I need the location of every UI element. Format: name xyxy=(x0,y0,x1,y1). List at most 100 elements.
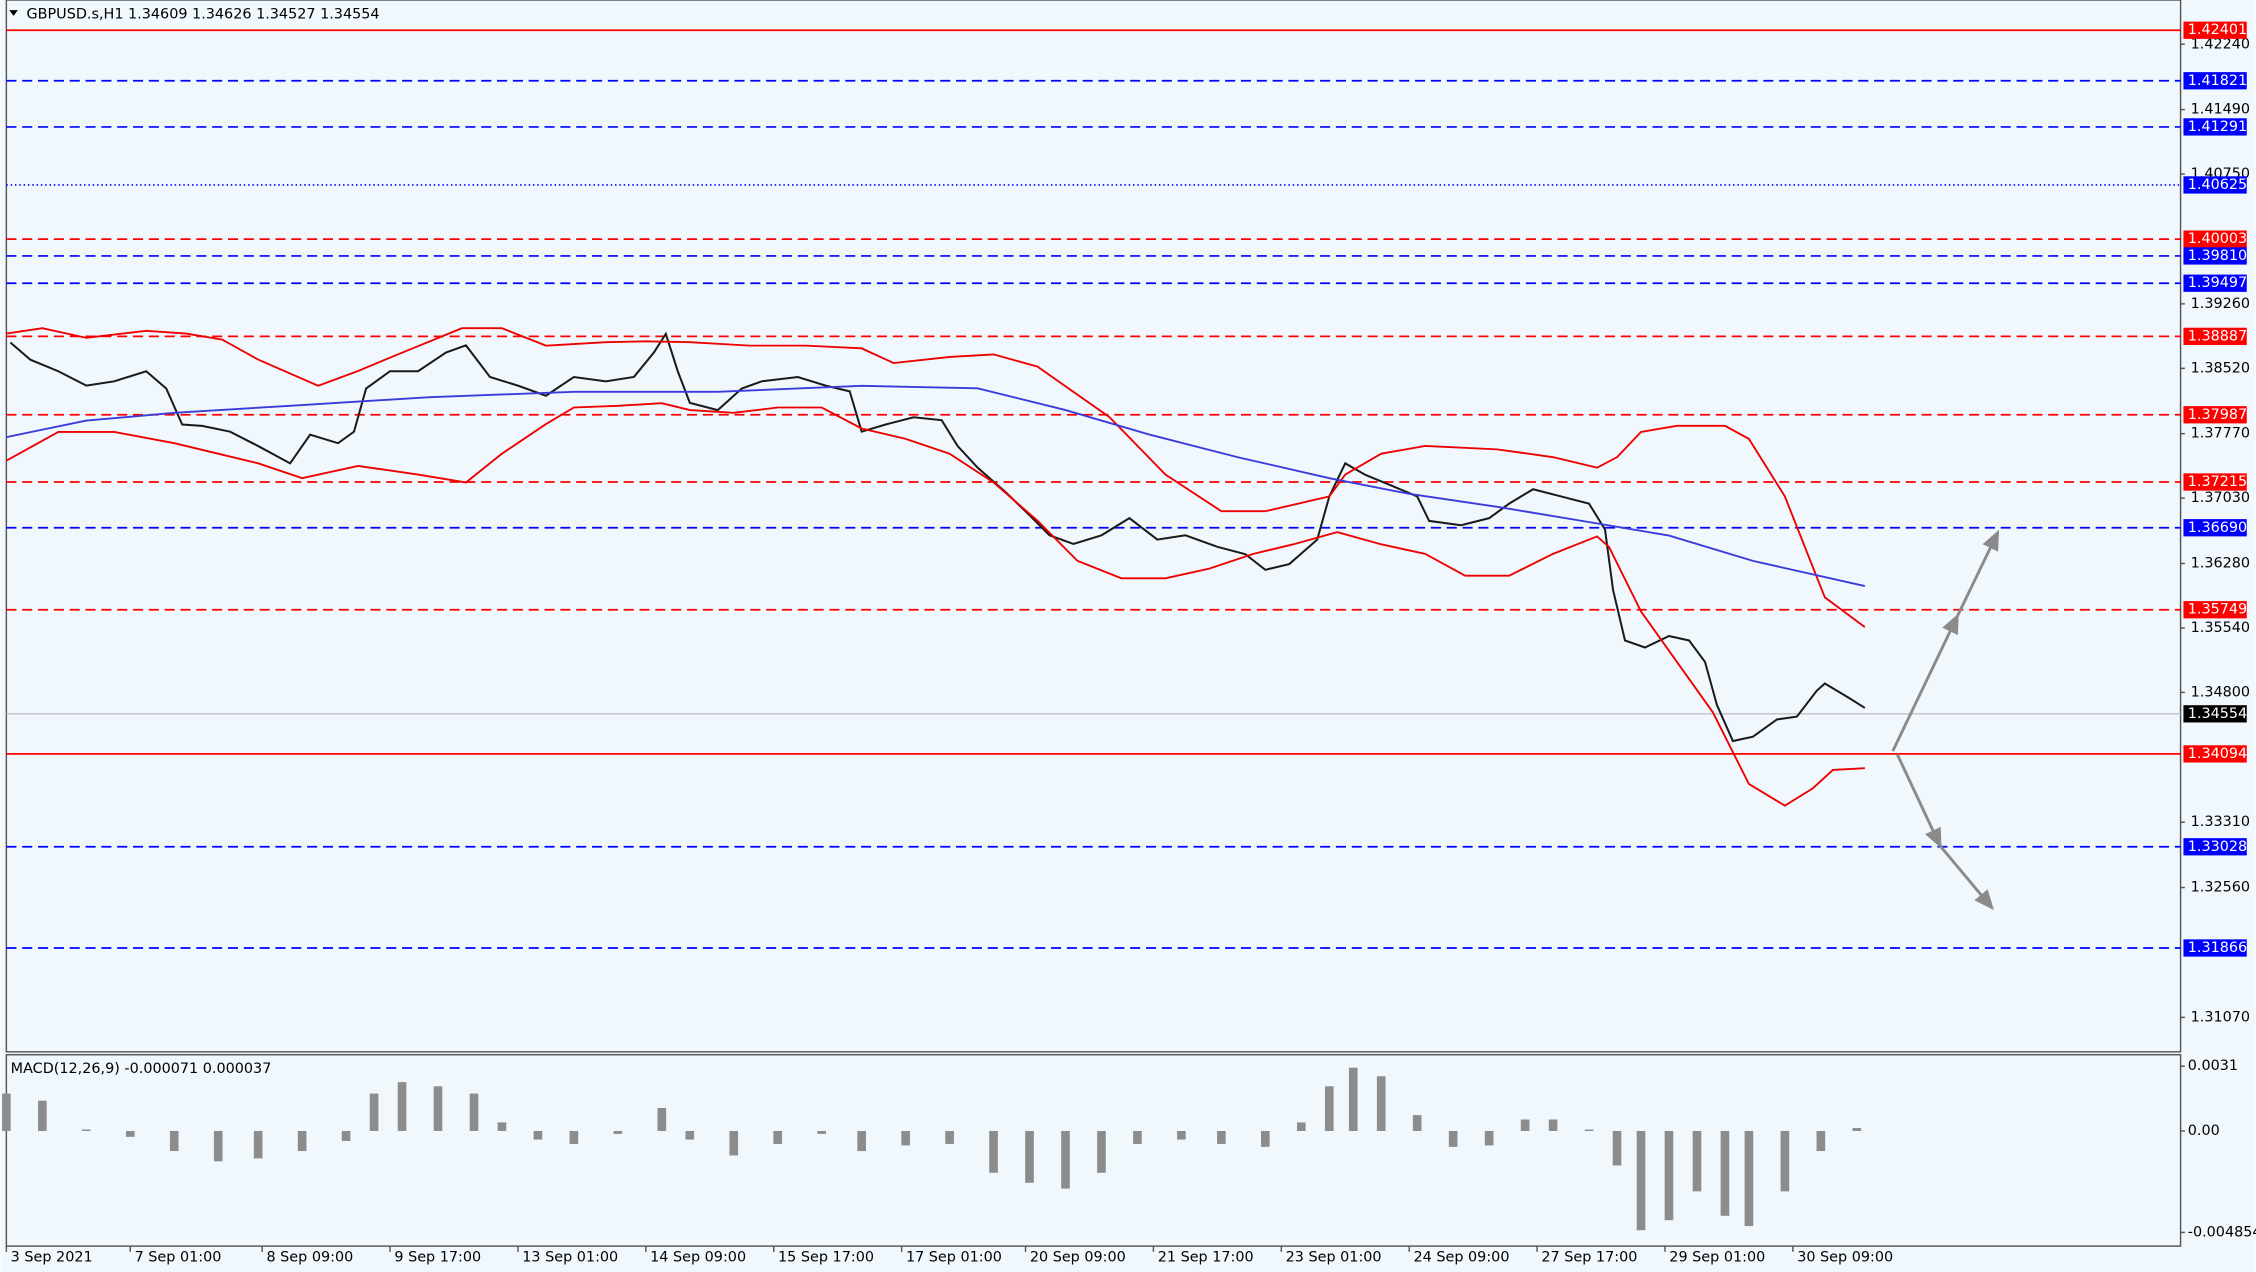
macd-bar xyxy=(169,1130,179,1152)
y-tick-label: 1.36280 xyxy=(2191,555,2250,571)
level-label: 1.36690 xyxy=(2188,520,2247,536)
macd-frame xyxy=(5,1054,2182,1247)
macd-bar xyxy=(369,1093,379,1131)
level-label: 1.34094 xyxy=(2188,746,2247,762)
macd-bar xyxy=(469,1093,479,1131)
level-label: 1.42401 xyxy=(2188,22,2247,38)
y-tick-label: 1.35540 xyxy=(2191,620,2250,636)
level-label: 1.41821 xyxy=(2188,73,2247,89)
level-label-box xyxy=(2183,601,2247,619)
level-label: 1.39810 xyxy=(2188,248,2247,264)
arrow xyxy=(1895,753,1942,849)
macd-bar xyxy=(1296,1122,1306,1131)
x-tick-label: 9 Sep 17:00 xyxy=(394,1250,481,1266)
arrow xyxy=(1956,529,2000,617)
macd-bar xyxy=(1097,1130,1106,1173)
macd-bar xyxy=(989,1130,998,1173)
level-label: 1.40003 xyxy=(2188,231,2247,247)
x-tick-label: 20 Sep 09:00 xyxy=(1030,1250,1126,1266)
level-label: 1.33028 xyxy=(2188,839,2247,855)
x-tick-label: 30 Sep 09:00 xyxy=(1797,1250,1893,1266)
y-tick-label: 1.32560 xyxy=(2191,880,2250,896)
chart-title: GBPUSD.s,H1 1.34609 1.34626 1.34527 1.34… xyxy=(27,6,380,22)
x-tick-label: 15 Sep 17:00 xyxy=(778,1250,874,1266)
macd-bar xyxy=(945,1130,954,1144)
level-label-box xyxy=(2183,118,2247,136)
level-label-box xyxy=(2183,176,2247,194)
macd-bar xyxy=(341,1130,351,1142)
macd-bar xyxy=(1636,1130,1646,1231)
level-label: 1.35749 xyxy=(2188,602,2247,618)
arrow xyxy=(1939,845,1994,911)
macd-bar xyxy=(1348,1067,1358,1131)
macd-bar xyxy=(1520,1119,1530,1131)
macd-bar xyxy=(1061,1130,1070,1189)
level-label: 1.34554 xyxy=(2188,706,2247,722)
macd-bar xyxy=(1217,1130,1226,1144)
x-tick-label: 23 Sep 01:00 xyxy=(1286,1250,1382,1266)
macd-bar xyxy=(1816,1130,1826,1152)
y-tick-label: 1.37770 xyxy=(2191,426,2250,442)
macd-bar xyxy=(1744,1130,1754,1227)
macd-bar xyxy=(533,1130,543,1140)
level-label-box xyxy=(2183,72,2247,90)
macd-bar xyxy=(125,1130,135,1137)
y-tick-label: 0.00 xyxy=(2188,1123,2220,1139)
macd-bar xyxy=(1780,1130,1790,1192)
macd-bar xyxy=(2,1093,11,1131)
x-tick-label: 8 Sep 09:00 xyxy=(266,1250,353,1266)
macd-bar xyxy=(1261,1130,1270,1147)
level-label-box xyxy=(2183,230,2247,248)
macd-bar xyxy=(253,1130,263,1159)
level-label: 1.31866 xyxy=(2188,940,2247,956)
y-tick-label: 1.37030 xyxy=(2191,490,2250,506)
level-label: 1.37987 xyxy=(2188,407,2247,423)
y-tick-label: 1.39260 xyxy=(2191,296,2250,312)
x-tick-label: 24 Sep 09:00 xyxy=(1414,1250,1510,1266)
macd-bar xyxy=(685,1130,695,1140)
macd-bar xyxy=(1584,1129,1594,1131)
y-tick-label: 1.38520 xyxy=(2191,360,2250,376)
macd-bar xyxy=(1548,1119,1558,1131)
macd-bar xyxy=(729,1130,739,1156)
macd-title: MACD(12,26,9) -0.000071 0.000037 xyxy=(11,1061,272,1077)
x-tick-label: 21 Sep 17:00 xyxy=(1158,1250,1254,1266)
y-tick-label: 1.33310 xyxy=(2191,814,2250,830)
indicator-line xyxy=(5,402,1865,807)
x-tick-label: 29 Sep 01:00 xyxy=(1669,1250,1765,1266)
level-label-box xyxy=(2183,247,2247,265)
menu-triangle xyxy=(9,10,18,16)
level-label: 1.38887 xyxy=(2188,328,2247,344)
projection-arrows xyxy=(1891,529,2000,911)
level-label: 1.37215 xyxy=(2188,474,2247,490)
y-tick-label: 1.34800 xyxy=(2191,684,2250,700)
macd-bar xyxy=(613,1130,623,1134)
macd-bar xyxy=(297,1130,307,1152)
macd-bar xyxy=(1664,1130,1674,1221)
level-label-box xyxy=(2183,473,2247,491)
macd-bar xyxy=(1852,1128,1862,1131)
indicator-line xyxy=(6,384,1866,587)
arrow xyxy=(1891,613,1959,752)
level-label-box xyxy=(2183,838,2247,856)
macd-bar xyxy=(1612,1130,1622,1166)
level-label-box xyxy=(2183,745,2247,763)
macd-bar xyxy=(497,1122,507,1131)
level-label-box xyxy=(2183,519,2247,537)
macd-bar xyxy=(1376,1076,1386,1131)
main-frame xyxy=(5,0,2182,1053)
macd-bar xyxy=(1177,1130,1186,1140)
x-tick-label: 3 Sep 2021 xyxy=(11,1250,93,1266)
macd-bar xyxy=(81,1129,91,1131)
macd-bar xyxy=(657,1107,667,1131)
level-label: 1.40625 xyxy=(2188,177,2247,193)
price-line xyxy=(9,331,1866,743)
level-label: 1.41291 xyxy=(2188,119,2247,135)
level-label: 1.39497 xyxy=(2188,275,2247,291)
level-label-box xyxy=(2183,705,2247,723)
macd-bar xyxy=(817,1130,827,1134)
macd-bar xyxy=(569,1130,579,1144)
